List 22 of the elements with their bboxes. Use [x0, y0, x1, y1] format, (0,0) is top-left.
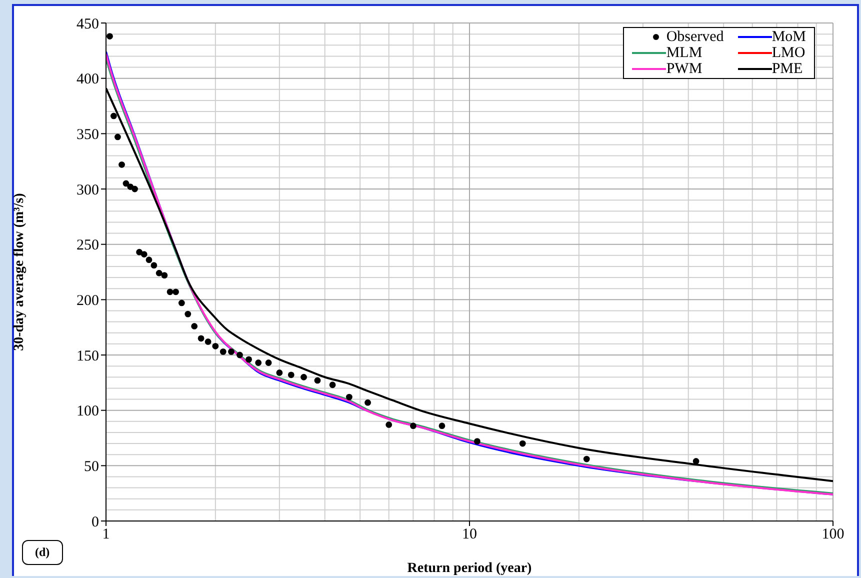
legend-label: MoM: [772, 29, 806, 45]
y-tick-label: 450: [76, 16, 99, 32]
legend-label: MLM: [666, 45, 702, 61]
y-tick-label: 400: [76, 72, 99, 88]
y-tick-label: 250: [76, 238, 99, 254]
text: (d): [22, 540, 63, 565]
y-tick-label: 300: [76, 182, 99, 198]
legend-label: PME: [772, 61, 803, 77]
y-tick-label: 200: [76, 292, 99, 309]
x-tick-label: 1: [102, 526, 110, 543]
y-tick-label: 0: [92, 514, 99, 530]
x-tick-label: 10: [462, 526, 477, 543]
y-axis-title: 30-day average flow (m³/s): [12, 192, 27, 351]
legend-label: Observed: [666, 29, 724, 45]
y-tick-label: 100: [76, 404, 99, 420]
legend-label: LMO: [772, 45, 806, 61]
y-tick-label: 150: [76, 348, 99, 364]
x-axis-title: Return period (year): [407, 561, 532, 576]
y-tick-label: 50: [84, 458, 99, 475]
x-tick-label: 100: [822, 526, 844, 543]
y-tick-label: 350: [76, 126, 99, 143]
legend-label: PWM: [666, 61, 702, 77]
